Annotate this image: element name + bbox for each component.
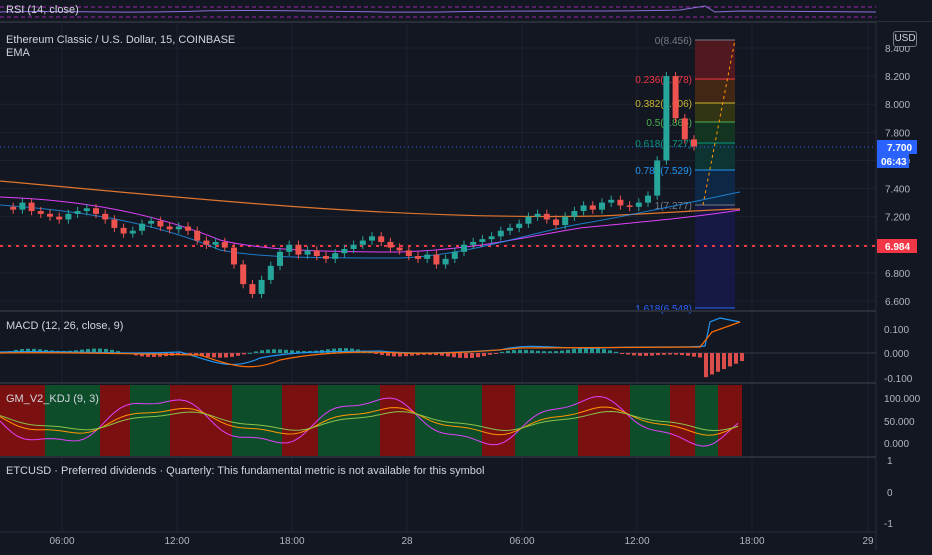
symbol-title[interactable]: Ethereum Classic / U.S. Dollar, 15, COIN… [6,34,236,46]
kdj-legend[interactable]: GM_V2_KDJ (9, 3) [6,393,99,405]
ema-magenta-line [0,196,741,253]
dividends-axis[interactable]: 1 0 -1 [884,456,893,530]
price-tick-label: 8.400 [885,44,910,55]
candlesticks[interactable] [10,71,697,299]
kdj-axis[interactable]: 100.000 50.000 0.000 [884,394,921,450]
macd-signal-line [0,321,741,368]
time-tick-label: 06:00 [49,536,74,547]
macd-axis[interactable]: 0.100 0.000 -0.100 [884,325,913,385]
rsi-line [0,5,877,13]
time-tick-label: 28 [401,536,413,547]
red-level-value: 6.984 [885,242,910,253]
dividends-tick-label: 1 [887,456,893,467]
fib-level-label: 0.786(7.529) [635,166,692,177]
currency-button[interactable]: USD [893,31,917,47]
macd-tick-label: 0.000 [884,349,909,360]
dividends-tick-label: 0 [887,488,893,499]
kdj-tick-label: 50.000 [884,417,915,428]
red-level-badge [877,239,917,253]
price-tick-label: 6.800 [885,269,910,280]
macd-tick-label: 0.100 [884,325,909,336]
price-tick-label: 7.200 [885,213,910,224]
current-price-value: 7.700 [887,143,912,154]
ema-blue-line [0,191,741,259]
price-axis-bg [876,22,932,532]
time-tick-label: 18:00 [279,536,304,547]
ema-legend[interactable]: EMA [6,47,30,59]
price-tick-label: 7.800 [885,128,910,139]
kdj-k-line [0,406,739,436]
price-tick-label: 6.600 [885,297,910,308]
macd-legend[interactable]: MACD (12, 26, close, 9) [6,320,124,332]
rsi-pane[interactable] [0,5,877,18]
kdj-tick-label: 100.000 [884,394,921,405]
kdj-tick-label: 0.000 [884,439,909,450]
kdj-background-bands [0,385,742,456]
time-tick-label: 06:00 [509,536,534,547]
time-tick-label: 29 [862,536,874,547]
macd-pane[interactable] [0,317,876,378]
price-tick-label: 8.200 [885,72,910,83]
dividends-tick-label: -1 [884,519,893,530]
macd-tick-label: -0.100 [884,374,913,385]
rsi-legend[interactable]: RSI (14, close) [6,4,79,16]
kdj-pane[interactable] [0,385,742,456]
ema-orange-line [0,180,741,218]
kdj-j-line [0,395,739,447]
current-price-badge [877,140,917,154]
countdown-value: 06:43 [881,157,907,168]
price-tick-label: 8.000 [885,100,910,111]
price-tick-label: 7.400 [885,185,910,196]
dividends-message: ETCUSD · Preferred dividends · Quarterly… [6,465,485,477]
fib-level-label: 1.618(6.548) [635,304,692,315]
kdj-d-line [0,410,739,432]
time-axis[interactable]: 06:00 12:00 18:00 28 06:00 12:00 18:00 29 [49,536,874,547]
fib-level-label: 0(8.456) [655,36,692,47]
time-tick-label: 12:00 [164,536,189,547]
time-tick-label: 18:00 [739,536,764,547]
countdown-badge [877,154,909,168]
time-tick-label: 12:00 [624,536,649,547]
